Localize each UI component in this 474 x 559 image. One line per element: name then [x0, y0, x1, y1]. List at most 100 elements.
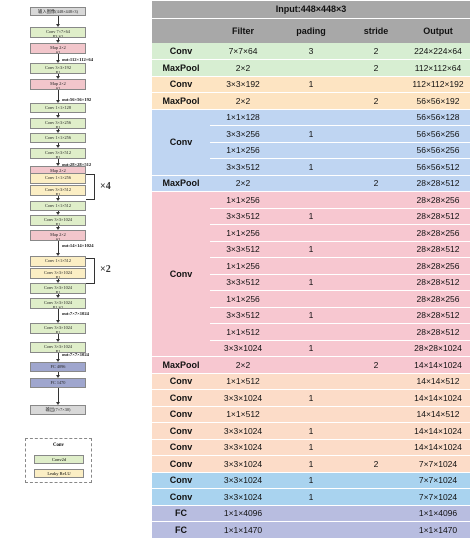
- layer-block-title: Conv 3×3×1024: [43, 216, 73, 222]
- table-row: Conv 1×1×512 14×14×512: [152, 406, 470, 423]
- layer-block-params: S2: [55, 49, 61, 54]
- flow-arrow: [55, 16, 60, 27]
- filter-cell: 3×3×256: [210, 125, 276, 143]
- output-cell: 112×112×64: [406, 59, 470, 77]
- filter-cell: 1×1×256: [210, 224, 276, 242]
- output-cell: 28×28×512: [406, 307, 470, 324]
- shape-label: out:112×112×64: [62, 57, 94, 62]
- layer-type-cell: FC: [152, 505, 210, 522]
- table-row: FC 1×1×1470 1×1×1470: [152, 521, 470, 539]
- pading-cell: 1: [276, 455, 346, 473]
- output-cell: 14×14×512: [406, 406, 470, 423]
- output-cell: 28×28×512: [406, 175, 470, 192]
- layer-block-title: Conv 3×3×1024: [43, 324, 73, 330]
- output-cell: 56×56×256: [406, 142, 470, 159]
- layer-block: FC 4096: [30, 362, 86, 372]
- pading-cell: [276, 142, 346, 159]
- stride-cell: [346, 406, 406, 423]
- layer-block-params: S2: [55, 236, 61, 241]
- pading-cell: [276, 290, 346, 308]
- flow-arrow: [55, 334, 60, 342]
- pading-cell: [276, 406, 346, 423]
- stride-cell: [346, 208, 406, 225]
- layer-block: Conv 1×1×512: [30, 256, 86, 267]
- layer-block: Conv 3×3×192 P1: [30, 63, 86, 74]
- stride-cell: [346, 125, 406, 143]
- flow-arrow: [55, 388, 60, 405]
- layer-type-cell: MaxPool: [152, 175, 210, 192]
- filter-cell: 7×7×64: [210, 43, 276, 60]
- pading-cell: [276, 109, 346, 126]
- layer-block: Conv 3×3×1024 P1 S2: [30, 298, 86, 309]
- shape-label: out:14×14×1024: [62, 243, 94, 248]
- layer-type-cell: MaxPool: [152, 92, 210, 110]
- output-cell: 14×14×1024: [406, 356, 470, 374]
- header-pading: pading: [276, 17, 346, 43]
- filter-cell: 3×3×1024: [210, 439, 276, 456]
- filter-cell: 1×1×256: [210, 142, 276, 159]
- layer-block-params: P1: [55, 289, 61, 294]
- output-cell: 14×14×1024: [406, 422, 470, 440]
- output-cell: 28×28×512: [406, 274, 470, 291]
- pading-cell: 1: [276, 76, 346, 93]
- filter-cell: 3×3×1024: [210, 340, 276, 357]
- table-row: 1×1×512 28×28×512: [152, 323, 470, 341]
- filter-cell: 1×1×4096: [210, 505, 276, 522]
- shape-label: out:28×28×512: [62, 162, 92, 167]
- flow-arrow: [55, 294, 60, 298]
- flow-arrow: [55, 279, 60, 283]
- table-row: Conv 3×3×1024 1 14×14×1024: [152, 389, 470, 407]
- filter-cell: 2×2: [210, 92, 276, 110]
- table-row: Conv 3×3×1024 1 7×7×1024: [152, 488, 470, 506]
- layer-type-cell: Conv: [152, 406, 210, 423]
- table-row: Conv 7×7×64 3 2 224×224×64: [152, 43, 470, 60]
- layer-type-cell: Conv: [152, 455, 210, 473]
- stride-cell: [346, 158, 406, 176]
- layer-block-title: Conv 3×3×192: [45, 64, 71, 70]
- stride-cell: [346, 389, 406, 407]
- pading-cell: 1: [276, 488, 346, 506]
- stride-cell: 2: [346, 356, 406, 374]
- table-row: Conv 3×3×1024 1 2 7×7×1024: [152, 455, 470, 473]
- filter-cell: 1×1×256: [210, 191, 276, 209]
- legend-conv2d: Conv2d: [34, 455, 84, 464]
- layer-block: Conv 3×3×1024 P1: [30, 323, 86, 334]
- pading-cell: 3: [276, 43, 346, 60]
- layer-block-title: Conv 3×3×1024: [43, 299, 73, 305]
- repeat-label-2: ×2: [100, 264, 111, 275]
- output-cell: 14×14×1024: [406, 389, 470, 407]
- output-block: 输出(7×7×30): [30, 405, 86, 415]
- layer-block: Conv 3×3×256 P1: [30, 118, 86, 129]
- pading-cell: [276, 521, 346, 539]
- layer-block: Conv 3×3×512 P1: [30, 185, 86, 196]
- pading-cell: 1: [276, 340, 346, 357]
- layer-block-params: P1: [55, 221, 61, 226]
- flow-arrow: [55, 129, 60, 133]
- stride-cell: [346, 109, 406, 126]
- layer-block: Conv 1×1×256: [30, 173, 86, 184]
- stride-cell: 2: [346, 92, 406, 110]
- layer-block-params: P1: [55, 348, 61, 353]
- filter-cell: 3×3×512: [210, 208, 276, 225]
- stride-cell: [346, 505, 406, 522]
- table-row: 3×3×512 1 28×28×512: [152, 208, 470, 225]
- pading-cell: 1: [276, 208, 346, 225]
- layer-block-title: Conv 7×7×64: [46, 28, 70, 34]
- layer-type-cell: Conv: [152, 389, 210, 407]
- architecture-table: Input:448×448×3 Filter pading stride Out…: [152, 1, 470, 559]
- pading-cell: 1: [276, 472, 346, 489]
- stride-cell: [346, 307, 406, 324]
- legend-leaky-relu: Leaky ReLU: [34, 469, 84, 478]
- pading-cell: 1: [276, 307, 346, 324]
- layer-type-cell: Conv: [152, 43, 210, 60]
- filter-cell: 2×2: [210, 356, 276, 374]
- pading-cell: [276, 224, 346, 242]
- flow-arrow: [55, 54, 60, 63]
- filter-cell: 1×1×512: [210, 406, 276, 423]
- filter-cell: 1×1×256: [210, 257, 276, 275]
- legend-box: Conv Conv2d Leaky ReLU: [25, 438, 92, 483]
- layer-block-title: Conv 3×3×512: [45, 186, 71, 192]
- filter-cell: 3×3×512: [210, 307, 276, 324]
- output-cell: 7×7×1024: [406, 488, 470, 506]
